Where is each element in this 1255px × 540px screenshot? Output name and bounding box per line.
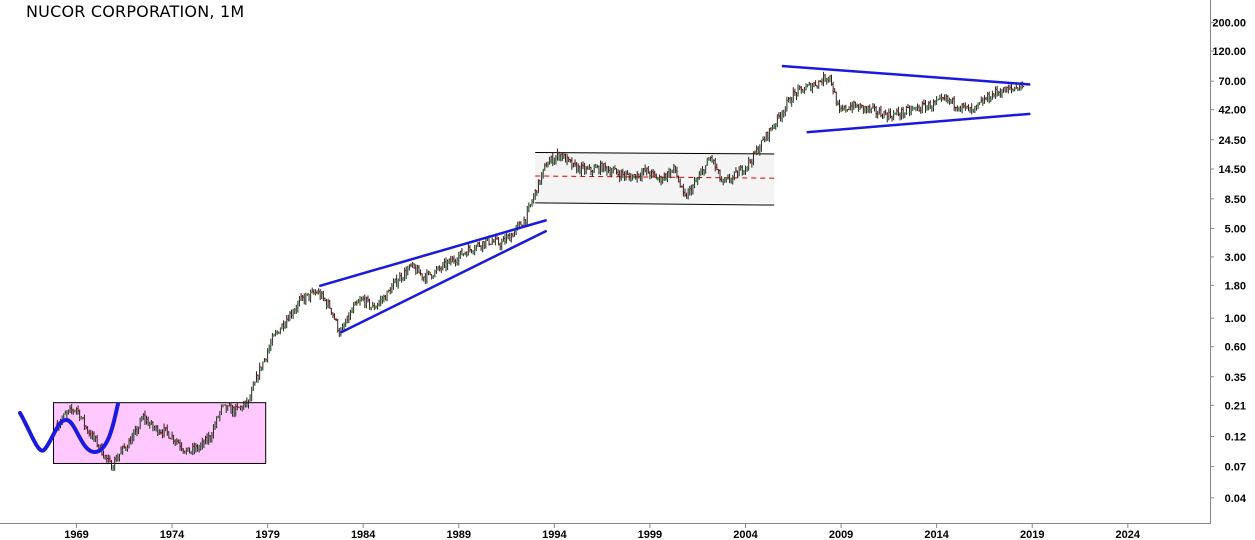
y-tick-label: 120.00 — [1212, 46, 1246, 58]
y-tick-label: 24.50 — [1218, 135, 1246, 147]
y-tick-label: 42.00 — [1218, 105, 1246, 117]
x-tick-label: 1984 — [351, 529, 376, 540]
x-tick-label: 1974 — [160, 529, 185, 540]
y-tick-label: 0.60 — [1225, 342, 1246, 354]
y-tick-label: 0.04 — [1225, 493, 1247, 505]
channel-upper-line — [535, 151, 775, 155]
x-axis: 1969 1974 1979 1984 1989 1994 1999 2004 2009 2014… — [64, 524, 1141, 540]
trendline-layer — [318, 64, 1031, 334]
y-tick-label: 5.00 — [1225, 223, 1246, 235]
channel-fill — [535, 152, 775, 203]
y-tick-label: 1.00 — [1225, 313, 1246, 325]
chart-title: NUCOR CORPORATION, 1M — [26, 2, 245, 21]
x-tick-label: 2004 — [733, 529, 758, 540]
x-tick-label: 2009 — [829, 529, 853, 540]
y-tick-label: 70.00 — [1218, 76, 1246, 88]
trendline-1 — [318, 218, 548, 288]
x-tick-label: 2024 — [1116, 529, 1141, 540]
trendline-5 — [806, 112, 1031, 134]
y-tick-label: 1.80 — [1225, 280, 1246, 292]
annotation-layer — [53, 151, 775, 464]
x-tick-label: 2014 — [924, 529, 949, 540]
x-tick-label: 1989 — [447, 529, 471, 540]
channel-lower-line — [535, 202, 775, 206]
y-tick-label: 14.50 — [1218, 164, 1246, 176]
y-tick-label: 0.07 — [1225, 462, 1246, 474]
trendline-4 — [781, 64, 1031, 86]
trendline-2 — [339, 229, 548, 334]
x-tick-label: 1999 — [638, 529, 662, 540]
price-series — [55, 71, 1025, 472]
y-tick-label: 200.00 — [1212, 18, 1246, 30]
y-tick-label: 8.50 — [1225, 194, 1246, 206]
x-tick-label: 1969 — [64, 529, 88, 540]
x-tick-label: 2019 — [1020, 529, 1044, 540]
y-tick-label: 3.00 — [1225, 252, 1246, 264]
w-logo-icon — [18, 402, 120, 454]
y-tick-label: 0.35 — [1225, 372, 1246, 384]
y-tick-label: 0.12 — [1225, 431, 1246, 443]
x-tick-label: 1994 — [542, 529, 567, 540]
y-tick-label: 0.21 — [1225, 400, 1246, 412]
y-axis: 200.00 120.00 70.00 42.00 24.50 14.50 8.50 5.00… — [1210, 18, 1247, 505]
x-tick-label: 1979 — [255, 529, 279, 540]
